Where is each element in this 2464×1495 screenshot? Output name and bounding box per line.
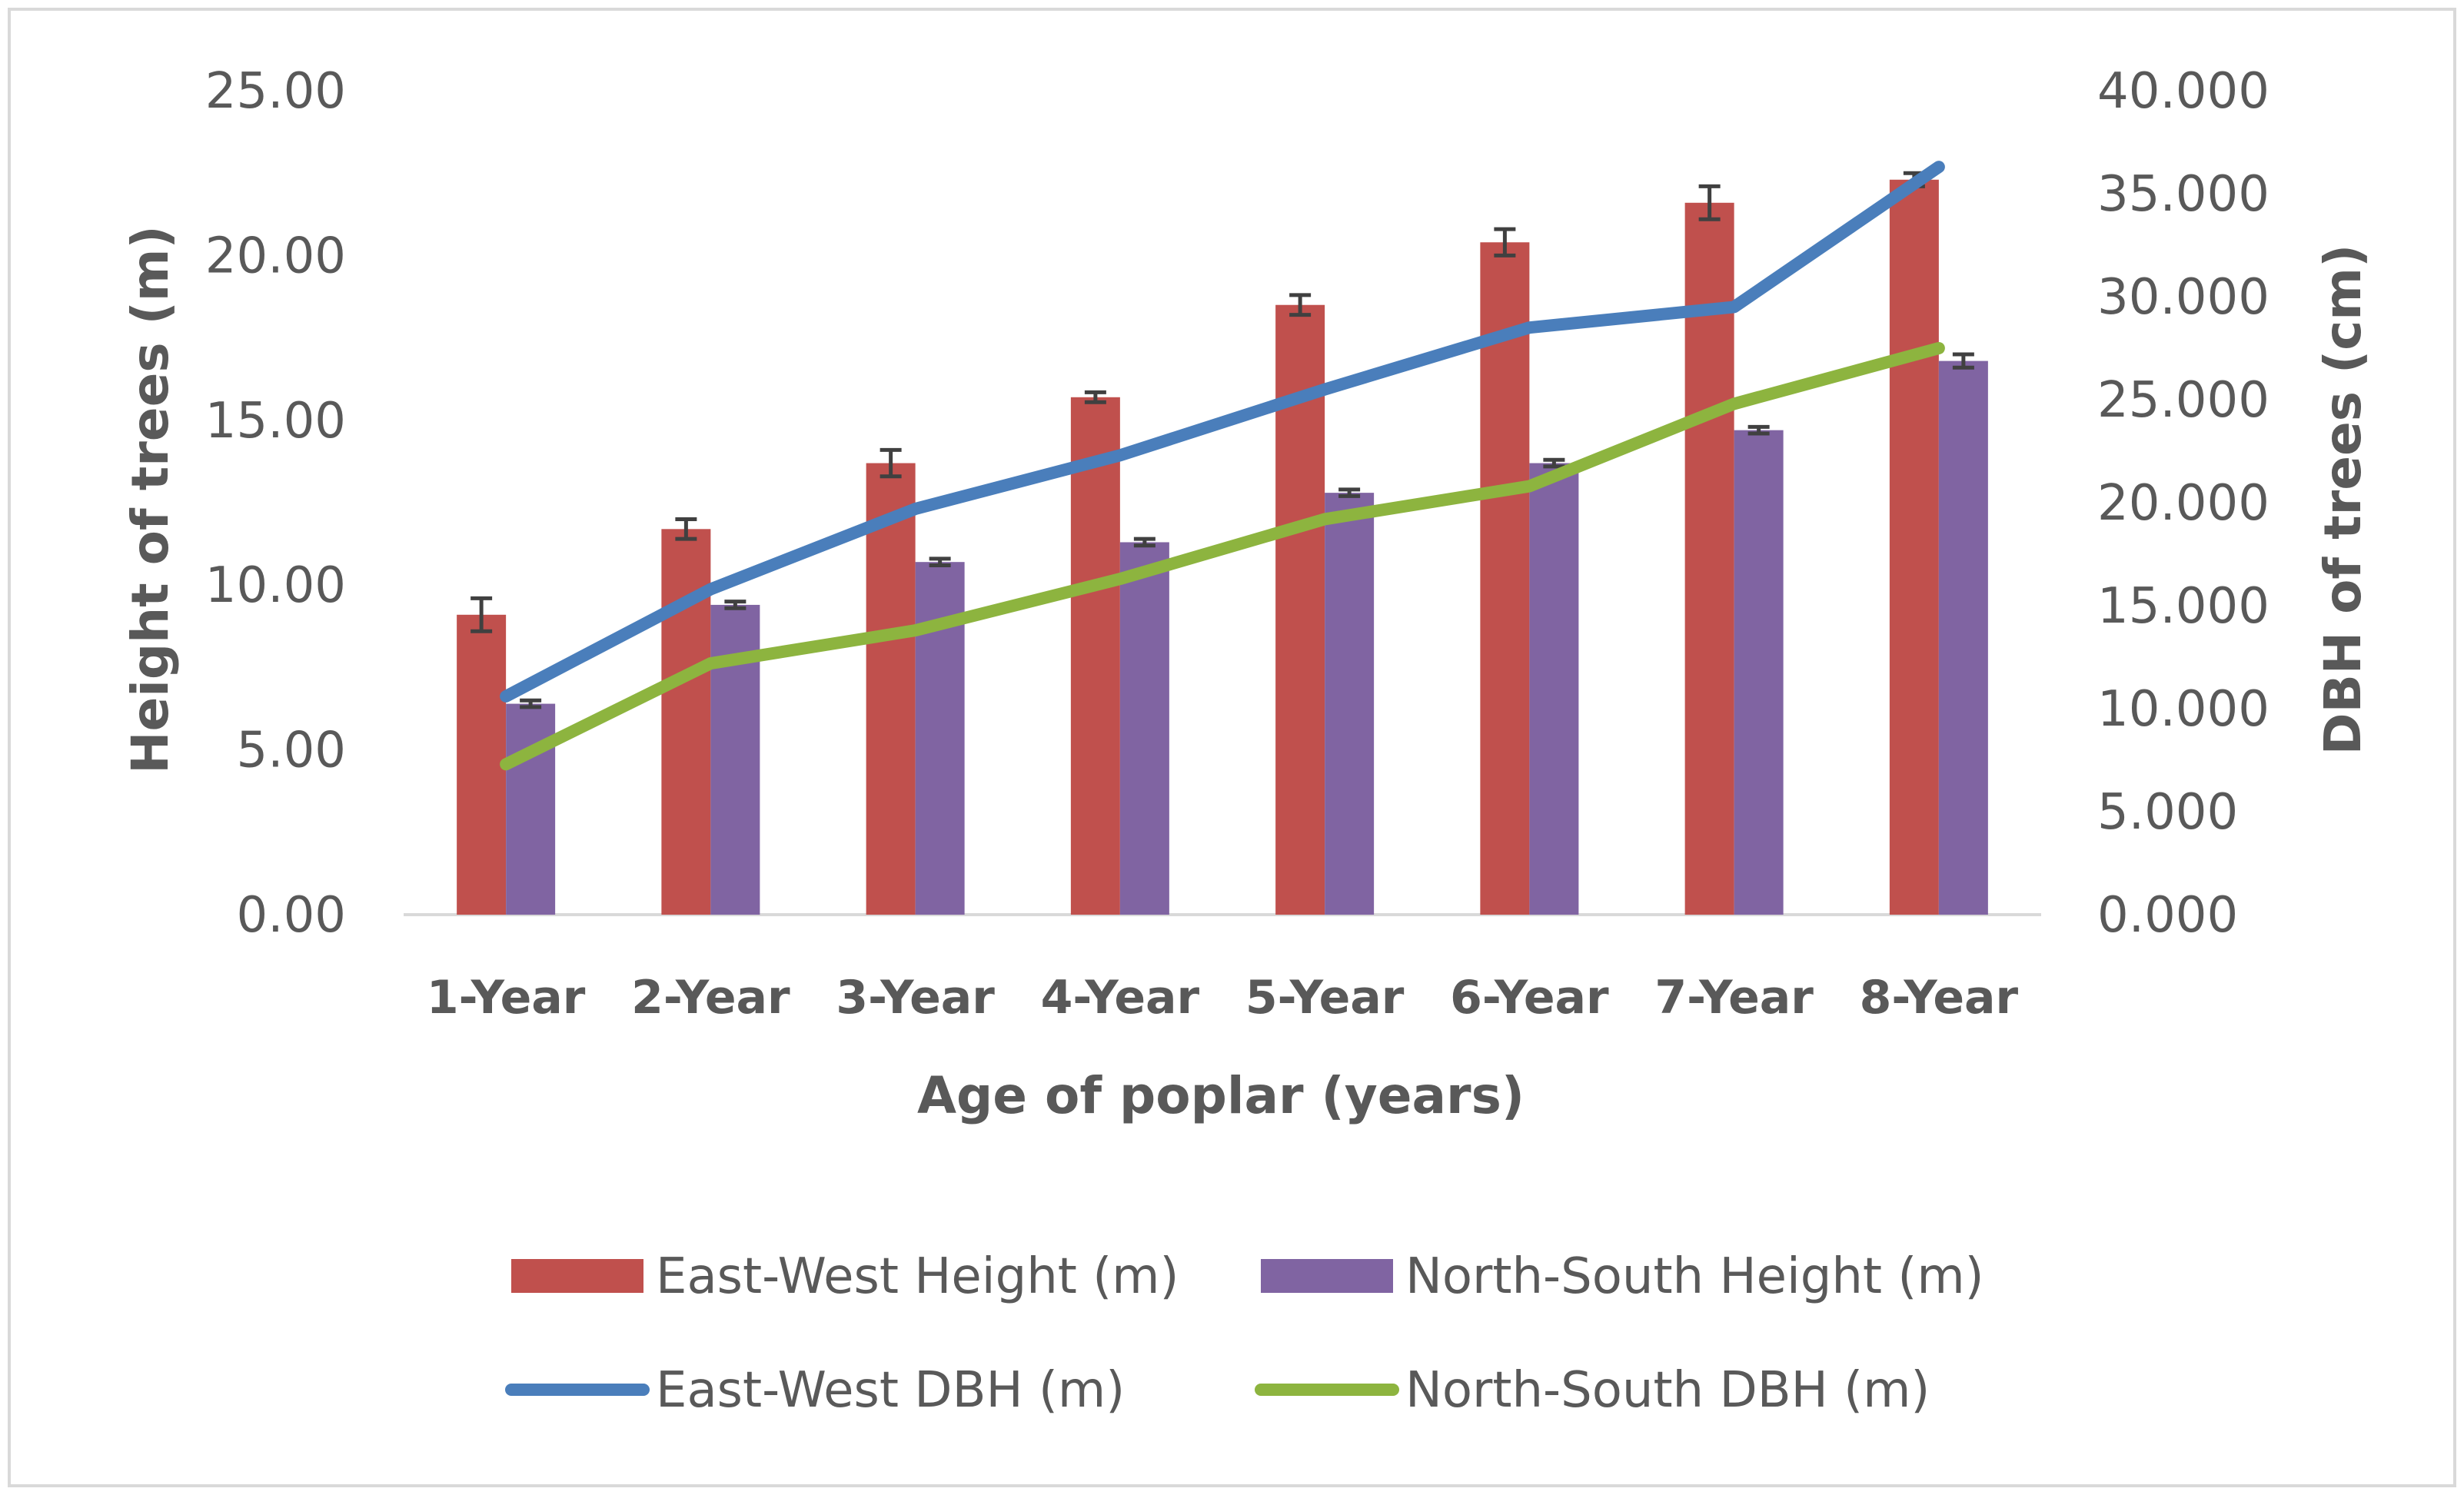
y2-tick-label: 30.000 xyxy=(2097,269,2269,326)
error-bars-layer xyxy=(471,171,1974,709)
bar xyxy=(1070,397,1120,915)
series-line xyxy=(500,161,1945,703)
y-tick-label: 0.00 xyxy=(237,887,347,944)
series-line xyxy=(500,342,1945,771)
x-tick-label: 3-Year xyxy=(836,971,995,1025)
legend-swatch xyxy=(1261,1259,1393,1293)
y2-axis-title: DBH of trees (cm) xyxy=(2313,244,2373,755)
bar xyxy=(1684,202,1734,915)
bar xyxy=(506,703,556,915)
y-tick-label: 5.00 xyxy=(237,723,347,779)
x-tick-label: 7-Year xyxy=(1654,971,1814,1025)
y-axis-right: 0.000 5.000 10.000 15.000 20.000 25.000 30.000… xyxy=(2097,63,2269,944)
x-axis-categories: 1-Year 2-Year 3-Year 4-Year 5-Year 6-Year 7-Ye… xyxy=(427,971,2019,1025)
legend-label: East-West DBH (m) xyxy=(656,1362,1125,1419)
y-axis-title: Height of trees (m) xyxy=(121,225,180,773)
x-tick-label: 1-Year xyxy=(427,971,586,1025)
y2-tick-label: 0.000 xyxy=(2097,887,2238,944)
lines-layer xyxy=(500,161,1945,771)
legend-label: East-West Height (m) xyxy=(656,1248,1179,1305)
bar xyxy=(1529,463,1579,915)
bar xyxy=(866,463,916,915)
bar xyxy=(457,614,507,915)
legend: East-West Height (m) North-South Height (… xyxy=(505,1248,1984,1419)
bar xyxy=(1938,360,1988,915)
y2-tick-label: 35.000 xyxy=(2097,166,2269,223)
x-tick-label: 2-Year xyxy=(631,971,790,1025)
legend-swatch xyxy=(511,1259,643,1293)
x-axis-title: Age of poplar (years) xyxy=(917,1066,1525,1125)
bars-layer xyxy=(457,179,1988,915)
y2-tick-label: 25.000 xyxy=(2097,372,2269,429)
x-tick-label: 5-Year xyxy=(1245,971,1405,1025)
bar xyxy=(1325,493,1375,915)
y-tick-label: 15.00 xyxy=(205,393,346,450)
y2-tick-label: 10.000 xyxy=(2097,681,2269,738)
bar xyxy=(1119,542,1169,915)
y2-tick-label: 20.000 xyxy=(2097,475,2269,532)
y-tick-label: 25.00 xyxy=(205,63,346,120)
legend-label: North-South DBH (m) xyxy=(1405,1362,1930,1419)
y-tick-label: 20.00 xyxy=(205,228,346,284)
y2-tick-label: 15.000 xyxy=(2097,578,2269,635)
x-tick-label: 4-Year xyxy=(1041,971,1200,1025)
y2-tick-label: 40.000 xyxy=(2097,63,2269,120)
chart-frame xyxy=(8,8,2456,1487)
bar xyxy=(1480,242,1530,915)
legend-label: North-South Height (m) xyxy=(1405,1248,1984,1305)
x-tick-label: 6-Year xyxy=(1450,971,1609,1025)
y-tick-label: 10.00 xyxy=(205,557,346,614)
y2-tick-label: 5.000 xyxy=(2097,784,2238,841)
bar xyxy=(1734,430,1784,915)
y-axis-left: 0.00 5.00 10.00 15.00 20.00 25.00 xyxy=(205,63,346,944)
x-tick-label: 8-Year xyxy=(1860,971,2019,1025)
bar xyxy=(1889,179,1939,915)
